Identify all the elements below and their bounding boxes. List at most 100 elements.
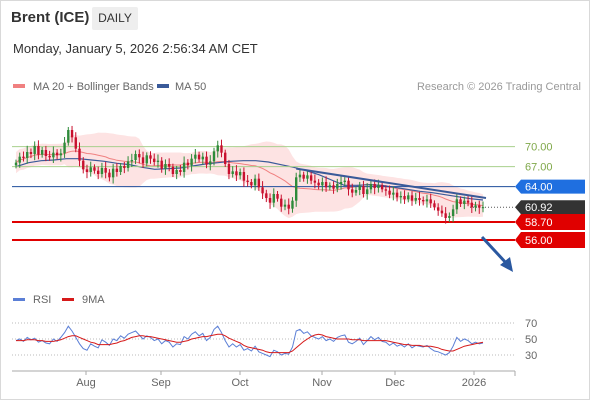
candle-body bbox=[246, 180, 249, 182]
resistance-label-67.00: 67.00 bbox=[525, 162, 553, 174]
candle-body bbox=[186, 162, 190, 166]
candle-body bbox=[171, 166, 175, 174]
x-tick-label-2026: 2026 bbox=[462, 377, 486, 389]
candle-body bbox=[89, 167, 92, 172]
candle-body bbox=[175, 170, 178, 174]
candle-body bbox=[324, 182, 328, 188]
candle-body bbox=[44, 150, 48, 156]
candle-body bbox=[82, 160, 85, 170]
candle-body bbox=[70, 130, 74, 138]
candle-body bbox=[272, 194, 275, 203]
last-price-tag bbox=[515, 200, 585, 215]
forecast-arrow-head bbox=[500, 257, 513, 272]
candle-body bbox=[395, 192, 399, 198]
candle-body bbox=[52, 152, 55, 158]
candle-body bbox=[134, 154, 137, 160]
candle-body bbox=[276, 194, 279, 199]
period-badge[interactable]: DAILY bbox=[92, 7, 138, 30]
candle-body bbox=[104, 168, 107, 173]
candle-body bbox=[108, 172, 111, 178]
candle-body bbox=[126, 161, 130, 168]
candle-body bbox=[388, 190, 391, 195]
candle-body bbox=[444, 213, 447, 218]
candle-body bbox=[351, 189, 354, 193]
candle-body bbox=[380, 185, 384, 190]
candle-body bbox=[354, 190, 358, 193]
candle-body bbox=[209, 161, 212, 165]
ma50-legend-label: MA 50 bbox=[175, 81, 206, 93]
candle-body bbox=[227, 164, 231, 174]
candle-body bbox=[111, 168, 115, 178]
candle-body bbox=[478, 205, 481, 208]
candle-body bbox=[474, 205, 477, 208]
candle-body bbox=[481, 207, 485, 209]
candle-body bbox=[85, 169, 89, 172]
candle-body bbox=[392, 192, 395, 195]
candle-body bbox=[433, 203, 436, 208]
candle-body bbox=[365, 189, 369, 194]
candle-body bbox=[403, 196, 406, 200]
rsi-tick-30: 30 bbox=[525, 350, 537, 362]
candle-body bbox=[96, 170, 100, 174]
candle-body bbox=[265, 193, 268, 198]
candle-body bbox=[280, 198, 283, 207]
candle-body bbox=[55, 152, 59, 156]
candle-body bbox=[470, 202, 473, 208]
rsi-ma-legend-label: 9MA bbox=[82, 294, 105, 306]
candle-body bbox=[197, 154, 201, 160]
candle-body bbox=[459, 199, 462, 204]
candle-body bbox=[59, 153, 63, 156]
candle-body bbox=[429, 199, 432, 204]
candle-body bbox=[22, 156, 25, 158]
candle-body bbox=[384, 189, 388, 191]
candle-body bbox=[190, 158, 193, 166]
candle-body bbox=[295, 177, 298, 201]
ma50-line bbox=[15, 158, 484, 201]
candle-body bbox=[115, 168, 119, 172]
candle-body bbox=[377, 185, 380, 188]
forecast-arrow-shaft bbox=[480, 235, 509, 266]
candle-body bbox=[410, 195, 414, 201]
candle-body bbox=[321, 182, 324, 186]
bollinger-band bbox=[16, 132, 483, 219]
candle-body bbox=[37, 146, 40, 155]
candle-body bbox=[18, 156, 21, 163]
candle-body bbox=[362, 186, 365, 194]
rsi-line bbox=[15, 325, 484, 358]
candle-body bbox=[253, 178, 257, 186]
candle-body bbox=[291, 200, 294, 209]
downtrend-line bbox=[296, 167, 487, 199]
candle-body bbox=[216, 145, 219, 152]
candle-body bbox=[149, 155, 152, 159]
candle-body bbox=[283, 204, 287, 207]
rsi-ma-legend-swatch bbox=[62, 298, 74, 301]
candle-body bbox=[238, 172, 242, 176]
rsi-legend-swatch bbox=[13, 298, 25, 301]
candle-body bbox=[160, 160, 163, 169]
x-tick-label-Sep: Sep bbox=[151, 377, 171, 389]
candle-body bbox=[298, 174, 302, 178]
candle-body bbox=[167, 164, 171, 167]
ma20-legend-swatch bbox=[13, 84, 25, 88]
candle-body bbox=[369, 184, 373, 190]
candle-body bbox=[156, 160, 160, 162]
candle-body bbox=[145, 155, 148, 164]
candle-body bbox=[201, 156, 204, 160]
candle-body bbox=[220, 145, 223, 153]
copyright-label: Research © 2026 Trading Central bbox=[417, 81, 581, 93]
candle-body bbox=[224, 152, 227, 164]
candle-body bbox=[153, 158, 156, 162]
candle-body bbox=[141, 157, 145, 164]
x-tick-label-Nov: Nov bbox=[312, 377, 332, 389]
rsi-legend-label: RSI bbox=[33, 294, 51, 306]
pivot-label: 64.00 bbox=[525, 182, 553, 194]
candle-body bbox=[309, 175, 313, 181]
rsi-ma-line bbox=[16, 333, 484, 354]
candle-body bbox=[358, 186, 361, 190]
candle-body bbox=[328, 185, 332, 188]
support-label-56.00: 56.00 bbox=[525, 235, 553, 247]
candle-body bbox=[93, 167, 96, 171]
candle-body bbox=[74, 137, 77, 149]
candle-body bbox=[205, 156, 208, 165]
